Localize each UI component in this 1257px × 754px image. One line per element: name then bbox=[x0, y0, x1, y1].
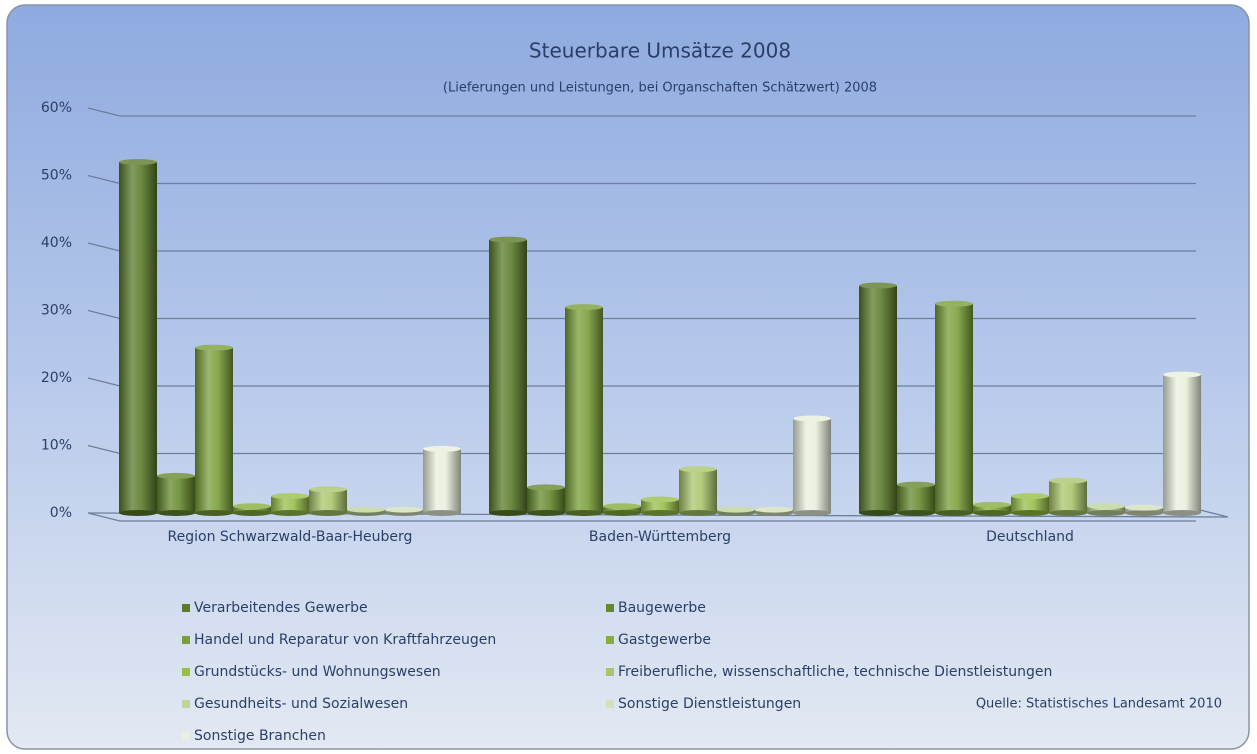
bar bbox=[565, 304, 603, 516]
bar bbox=[489, 236, 527, 516]
x-tick-label: Deutschland bbox=[986, 529, 1074, 545]
bar bbox=[793, 415, 831, 516]
bar bbox=[1011, 493, 1049, 516]
bar bbox=[527, 484, 565, 516]
bar bbox=[119, 159, 157, 516]
bar bbox=[973, 501, 1011, 516]
y-tick-label: 10% bbox=[41, 438, 72, 454]
legend-swatch bbox=[182, 636, 190, 644]
panel bbox=[6, 4, 1250, 750]
y-tick-label: 30% bbox=[41, 303, 72, 319]
x-tick-label: Baden-Württemberg bbox=[589, 529, 731, 545]
bar bbox=[385, 506, 423, 516]
legend-swatch bbox=[182, 700, 190, 708]
y-tick-label: 60% bbox=[41, 100, 72, 116]
grid-line bbox=[87, 512, 1196, 522]
bar bbox=[347, 506, 385, 516]
bar bbox=[679, 466, 717, 516]
legend-swatch bbox=[606, 604, 614, 612]
legend-swatch bbox=[606, 668, 614, 676]
legend-label: Gesundheits- und Sozialwesen bbox=[194, 696, 408, 712]
bar bbox=[1087, 503, 1125, 516]
bar bbox=[1049, 477, 1087, 516]
legend-label: Grundstücks- und Wohnungswesen bbox=[194, 664, 441, 680]
y-tick-label: 20% bbox=[41, 370, 72, 386]
bar bbox=[641, 496, 679, 516]
bar bbox=[423, 445, 461, 516]
bar bbox=[1163, 371, 1201, 516]
x-axis bbox=[87, 508, 1229, 518]
bar bbox=[755, 506, 793, 516]
bar bbox=[859, 282, 897, 516]
bar bbox=[157, 472, 195, 516]
legend-swatch bbox=[182, 732, 190, 740]
bar bbox=[233, 503, 271, 516]
bar bbox=[195, 344, 233, 516]
y-tick-label: 40% bbox=[41, 235, 72, 251]
legend-swatch bbox=[606, 636, 614, 644]
bar bbox=[309, 486, 347, 516]
chart-title: Steuerbare Umsätze 2008 bbox=[529, 39, 791, 63]
legend-swatch bbox=[606, 700, 614, 708]
x-tick-label: Region Schwarzwald-Baar-Heuberg bbox=[168, 529, 413, 545]
legend-label: Verarbeitendes Gewerbe bbox=[194, 600, 368, 616]
bar bbox=[935, 300, 973, 516]
legend-label: Sonstige Dienstleistungen bbox=[618, 696, 801, 712]
y-tick-label: 0% bbox=[50, 505, 72, 521]
source: Quelle: Statistisches Landesamt 2010 bbox=[976, 697, 1222, 712]
y-tick-label: 50% bbox=[41, 168, 72, 184]
legend-swatch bbox=[182, 668, 190, 676]
grid-line bbox=[87, 107, 1196, 117]
legend-swatch bbox=[182, 604, 190, 612]
bar bbox=[1125, 504, 1163, 516]
bar bbox=[271, 493, 309, 516]
legend-label: Freiberufliche, wissenschaftliche, techn… bbox=[618, 664, 1052, 680]
legend-label: Gastgewerbe bbox=[618, 632, 711, 648]
bar bbox=[717, 506, 755, 516]
legend-label: Baugewerbe bbox=[618, 600, 706, 616]
legend-label: Handel und Reparatur von Kraftfahrzeugen bbox=[194, 632, 496, 648]
bar bbox=[897, 481, 935, 516]
legend-label: Sonstige Branchen bbox=[194, 728, 326, 744]
chart-subtitle: (Lieferungen und Leistungen, bei Organsc… bbox=[443, 81, 877, 96]
bar bbox=[603, 503, 641, 516]
